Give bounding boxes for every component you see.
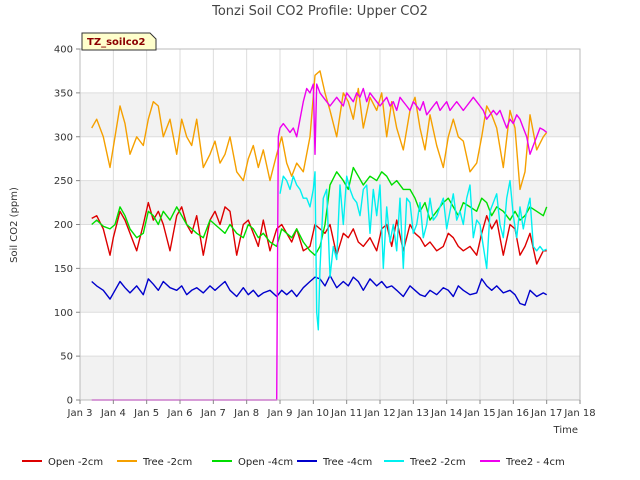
y-tick-label: 200 xyxy=(54,220,73,231)
x-tick-label: Jan 8 xyxy=(233,408,259,419)
x-tick-label: Jan 18 xyxy=(563,408,595,419)
series-line-5 xyxy=(91,83,548,401)
x-axis-label: Time xyxy=(553,425,578,436)
x-tick-label: Jan 13 xyxy=(397,408,429,419)
y-tick-label: 300 xyxy=(54,132,73,143)
y-tick-label: 0 xyxy=(67,396,73,407)
series-line-0 xyxy=(91,201,547,265)
x-tick-label: Jan 6 xyxy=(167,408,193,419)
series-lines xyxy=(91,70,548,401)
plot-band xyxy=(80,92,580,137)
x-tick-label: Jan 5 xyxy=(133,408,159,419)
x-tick-label: Jan 15 xyxy=(463,408,495,419)
x-tick-label: Jan 12 xyxy=(363,408,395,419)
y-axis-label: Soil CO2 (ppm) xyxy=(9,187,20,263)
plot-band xyxy=(80,356,580,400)
legend-label: Tree2 -2cm xyxy=(409,457,466,468)
tag-label: TZ_soilco2 xyxy=(87,37,146,48)
x-tick-label: Jan 17 xyxy=(530,408,562,419)
plot-background xyxy=(80,49,580,400)
x-tick-label: Jan 4 xyxy=(100,408,126,419)
y-tick-label: 350 xyxy=(54,88,73,99)
plot-band xyxy=(80,312,580,357)
legend-label: Tree -4cm xyxy=(322,457,372,468)
series-line-1 xyxy=(91,70,548,191)
legend: Open -2cm Tree -2cm Open -4cm Tree -4cm Tree… xyxy=(22,457,565,468)
series-line-2 xyxy=(91,166,548,256)
series-line-4 xyxy=(279,171,548,331)
y-tick-label: 250 xyxy=(54,176,73,187)
y-tick-label: 400 xyxy=(54,45,73,56)
y-tick-label: 150 xyxy=(54,264,73,275)
y-tick-label: 50 xyxy=(60,352,73,363)
legend-label: Open -2cm xyxy=(48,457,103,468)
x-tick-label: Jan 11 xyxy=(330,408,362,419)
plot-band xyxy=(80,49,580,93)
x-tick-label: Jan 3 xyxy=(67,408,93,419)
plot-band xyxy=(80,136,580,181)
tag-box-shape xyxy=(81,32,157,51)
y-tick-label: 100 xyxy=(54,308,73,319)
x-tick-label: Jan 14 xyxy=(430,408,462,419)
y-axis: 0 50 100 150 200 250 300 350 400 xyxy=(54,45,80,407)
legend-label: Tree -2cm xyxy=(142,457,192,468)
x-tick-label: Jan 10 xyxy=(297,408,329,419)
x-tick-label: Jan 16 xyxy=(497,408,529,419)
x-axis: Jan 3 Jan 4 Jan 5 Jan 6 Jan 7 Jan 8 Jan 9 Jan 1… xyxy=(67,400,596,419)
tag-box: TZ_soilco2 xyxy=(81,32,157,51)
legend-label: Tree2 - 4cm xyxy=(505,457,565,468)
x-tick-label: Jan 7 xyxy=(200,408,226,419)
legend-label: Open -4cm xyxy=(238,457,293,468)
x-tick-label: Jan 9 xyxy=(267,408,293,419)
chart-title: Tonzi Soil CO2 Profile: Upper CO2 xyxy=(211,4,428,19)
